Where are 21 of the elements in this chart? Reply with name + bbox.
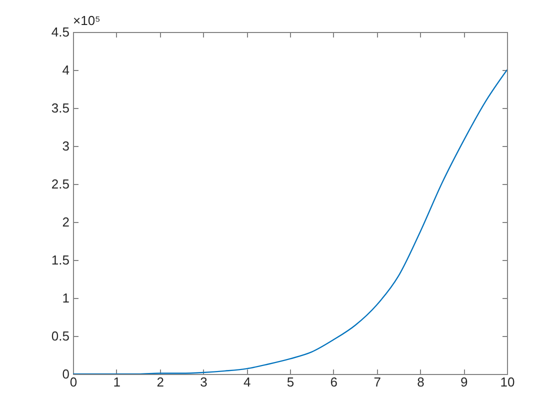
x-tick-label: 8 xyxy=(417,374,424,390)
x-tick-label: 5 xyxy=(286,374,294,390)
x-tick-label: 10 xyxy=(500,374,515,390)
x-tick-label: 6 xyxy=(330,374,338,390)
y-tick-label: 0.5 xyxy=(51,328,70,344)
x-tick-label: 4 xyxy=(243,374,251,390)
y-tick-label: 4 xyxy=(62,62,70,78)
y-tick-label: 2 xyxy=(62,214,70,230)
y-tick-label: 3.5 xyxy=(51,100,70,116)
x-tick-label: 2 xyxy=(156,374,164,390)
y-tick-label: 1.5 xyxy=(51,252,70,268)
y-tick-label: 1 xyxy=(62,290,70,306)
x-tick-label: 7 xyxy=(374,374,381,390)
y-tick-label: 4.5 xyxy=(51,24,70,40)
x-tick-label: 1 xyxy=(113,374,121,390)
line-series xyxy=(73,69,507,374)
x-tick-label: 9 xyxy=(460,374,468,390)
y-tick-label: 3 xyxy=(62,138,70,154)
text: ×10⁵ xyxy=(73,13,100,28)
x-tick-label: 3 xyxy=(200,374,208,390)
y-tick-label: 2.5 xyxy=(51,176,70,192)
